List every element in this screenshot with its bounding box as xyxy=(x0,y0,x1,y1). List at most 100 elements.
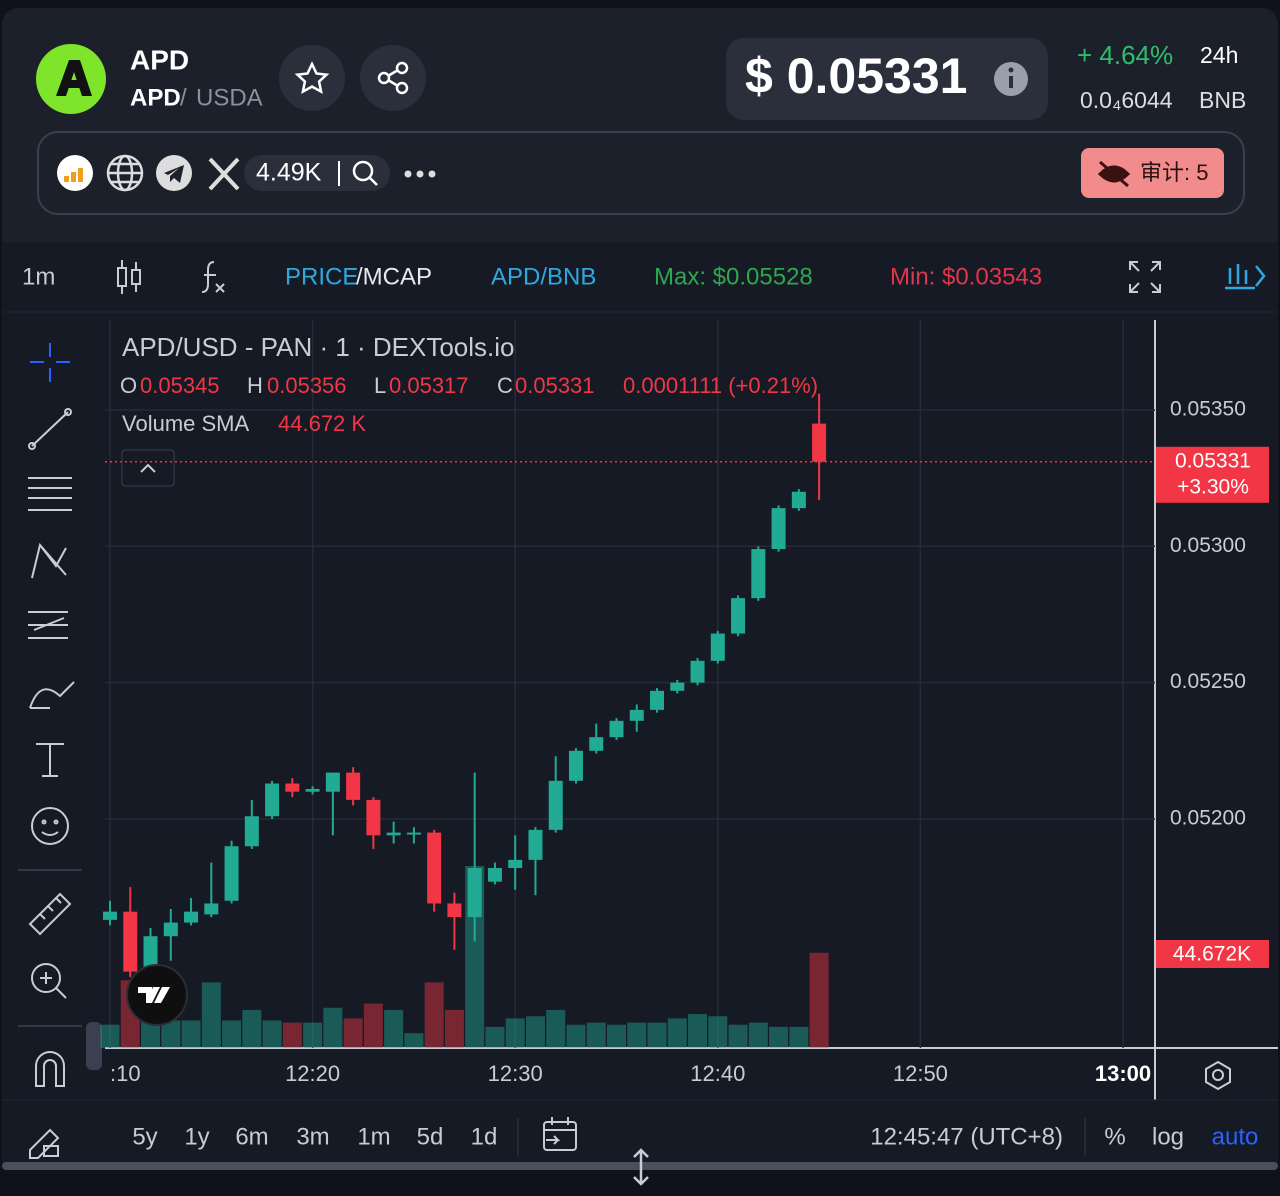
volume-bar xyxy=(141,1020,161,1048)
percent-toggle[interactable]: % xyxy=(1104,1123,1125,1150)
period: 24h xyxy=(1200,42,1238,68)
volume-bar xyxy=(424,982,444,1048)
volume-bar xyxy=(323,1007,343,1048)
volume-bar xyxy=(201,982,221,1048)
bnb-price: 0.0₄6044 xyxy=(1080,87,1173,113)
tv-glyph xyxy=(138,987,170,1003)
ohlc-value: 0.05317 xyxy=(389,373,469,398)
range-button[interactable]: 5y xyxy=(132,1123,157,1150)
candle-body xyxy=(346,772,361,800)
social-bar xyxy=(37,131,1245,215)
range-button[interactable]: 1y xyxy=(184,1123,209,1150)
goto-date-button[interactable] xyxy=(543,1117,577,1151)
price-box xyxy=(726,38,1048,120)
volume-bar xyxy=(525,1016,545,1048)
volume-bar xyxy=(363,1003,383,1048)
candle-body xyxy=(447,903,462,918)
volume-bar xyxy=(100,1024,120,1048)
auto-toggle[interactable]: auto xyxy=(1212,1123,1259,1150)
website-link[interactable] xyxy=(106,154,144,192)
followers: 4.49K xyxy=(256,159,322,187)
candle-body xyxy=(427,832,442,904)
followers-pill xyxy=(244,155,390,191)
bnb-unit: BNB xyxy=(1199,87,1246,113)
volume-sma-value: 44.672 K xyxy=(278,411,366,436)
range-button[interactable]: 1m xyxy=(357,1123,390,1150)
last-price-label: 0.05331 xyxy=(1175,449,1251,472)
candle-body xyxy=(710,633,725,661)
ohlc-label: H xyxy=(247,373,263,398)
x-link[interactable] xyxy=(208,157,240,191)
y-tick-label: 0.05250 xyxy=(1170,670,1246,693)
volume-bar xyxy=(627,1022,647,1048)
candle-body xyxy=(812,423,827,462)
ohlc-label: L xyxy=(374,373,386,398)
candle-body xyxy=(325,772,340,792)
volume-bar xyxy=(282,1022,302,1048)
x-tick-label: 12:50 xyxy=(893,1061,948,1086)
x-tick-label: 12:40 xyxy=(690,1061,745,1086)
price-tab[interactable]: PRICE xyxy=(285,263,358,290)
interval[interactable]: 1m xyxy=(22,263,55,290)
volume-bar xyxy=(384,1009,404,1048)
resize-handle[interactable] xyxy=(633,1148,649,1186)
range-button[interactable]: 3m xyxy=(296,1123,329,1150)
settings-button[interactable] xyxy=(1205,1060,1231,1091)
volume-bar xyxy=(728,1024,748,1048)
candle-body xyxy=(548,780,563,830)
more-button[interactable] xyxy=(404,170,436,178)
candle-body xyxy=(143,936,158,969)
max-price: Max: $0.05528 xyxy=(654,263,813,290)
range-buttons: 5y 1y 6m 3m 1m 5d 1d xyxy=(132,1123,497,1150)
indicators-button[interactable] xyxy=(201,261,225,293)
price: $ 0.05331 xyxy=(745,48,967,104)
log-toggle[interactable]: log xyxy=(1152,1123,1184,1150)
candle-body xyxy=(650,690,665,710)
volume-bar xyxy=(222,1020,242,1048)
pair-base: APD xyxy=(130,84,181,111)
ohlc-change: 0.0001111 (+0.21%) xyxy=(623,373,818,398)
x-tick-label: 13:00 xyxy=(1095,1061,1151,1086)
audit: 审计: 5 xyxy=(1140,160,1208,185)
collapse-button[interactable] xyxy=(121,449,175,487)
share-button[interactable] xyxy=(360,45,426,111)
panel-toggle[interactable] xyxy=(1225,264,1266,290)
search-button[interactable] xyxy=(352,160,378,186)
scroll-handle[interactable] xyxy=(86,1022,102,1070)
x-tick-label: 12:20 xyxy=(285,1061,340,1086)
ohlc-value: 0.05331 xyxy=(515,373,595,398)
x-tick-label: :10 xyxy=(110,1061,141,1086)
favorite-button[interactable] xyxy=(279,45,345,111)
candle-body xyxy=(163,922,178,937)
candle-body xyxy=(751,549,766,599)
candle-body xyxy=(508,859,523,869)
range-button[interactable]: 6m xyxy=(235,1123,268,1150)
volume-bar xyxy=(181,1020,201,1048)
candle-body xyxy=(589,737,604,751)
candle-body xyxy=(305,788,320,792)
volume-bar xyxy=(303,1022,323,1048)
share-icon xyxy=(377,61,409,95)
range-button[interactable]: 1d xyxy=(471,1123,498,1150)
volume-bar xyxy=(505,1018,525,1048)
token-name: APD xyxy=(130,44,189,75)
info-glyph xyxy=(1009,76,1013,88)
fullscreen-button[interactable] xyxy=(1129,261,1161,293)
mcap-tab[interactable]: /MCAP xyxy=(356,263,432,290)
candle-body xyxy=(609,720,624,738)
ohlc-label: O xyxy=(120,373,137,398)
candles-button[interactable] xyxy=(117,260,141,294)
candle-body xyxy=(528,829,543,860)
tv-logo[interactable] xyxy=(126,964,188,1026)
range-button[interactable]: 5d xyxy=(417,1123,444,1150)
candle-body xyxy=(731,598,746,634)
volume-marker-label: 44.672K xyxy=(1173,943,1251,966)
pair-sep: / xyxy=(180,84,187,111)
ohlc-value: 0.05345 xyxy=(140,373,220,398)
volume-bar xyxy=(444,1009,464,1048)
candle-body xyxy=(184,911,199,923)
drawing-tools[interactable] xyxy=(18,343,82,1159)
pair-tab[interactable]: APD/BNB xyxy=(491,263,596,290)
audit-button[interactable] xyxy=(1081,148,1224,198)
